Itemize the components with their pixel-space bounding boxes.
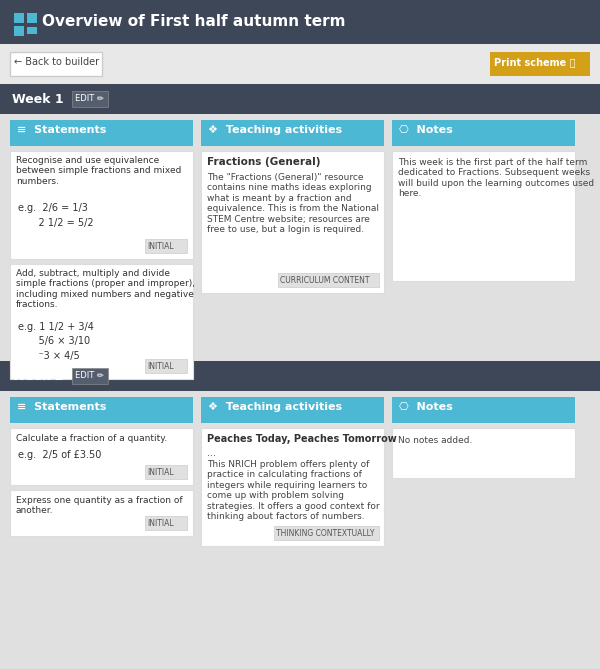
Text: ≡  Statements: ≡ Statements (17, 402, 106, 412)
FancyBboxPatch shape (201, 151, 384, 293)
FancyBboxPatch shape (10, 264, 193, 379)
FancyBboxPatch shape (278, 273, 379, 287)
Text: Fractions (General): Fractions (General) (207, 157, 320, 167)
Text: Calculate a fraction of a quantity.: Calculate a fraction of a quantity. (16, 434, 167, 443)
Text: CURRICULUM CONTENT: CURRICULUM CONTENT (280, 276, 370, 285)
FancyBboxPatch shape (27, 13, 37, 23)
FancyBboxPatch shape (10, 52, 102, 76)
Text: ❖  Teaching activities: ❖ Teaching activities (208, 402, 342, 412)
FancyBboxPatch shape (0, 84, 600, 114)
Text: Print scheme ⎙: Print scheme ⎙ (494, 57, 575, 67)
Text: 5/6 × 3/10: 5/6 × 3/10 (26, 336, 90, 346)
Text: EDIT ✏: EDIT ✏ (75, 94, 104, 103)
Text: e.g. 1 1/2 + 3/4: e.g. 1 1/2 + 3/4 (18, 322, 94, 332)
Text: ⎔  Notes: ⎔ Notes (399, 125, 453, 135)
Text: INITIAL: INITIAL (147, 242, 173, 251)
FancyBboxPatch shape (14, 13, 24, 23)
Text: INITIAL: INITIAL (147, 362, 173, 371)
FancyBboxPatch shape (392, 151, 575, 281)
Text: Overview of First half autumn term: Overview of First half autumn term (42, 14, 346, 29)
FancyBboxPatch shape (201, 428, 384, 546)
FancyBboxPatch shape (201, 397, 384, 423)
Text: ≡  Statements: ≡ Statements (17, 125, 106, 135)
FancyBboxPatch shape (392, 120, 575, 146)
Text: INITIAL: INITIAL (147, 468, 173, 477)
Text: The "Fractions (General)" resource
contains nine maths ideas exploring
what is m: The "Fractions (General)" resource conta… (207, 173, 379, 234)
Text: ⎔  Notes: ⎔ Notes (399, 402, 453, 412)
FancyBboxPatch shape (145, 359, 187, 373)
FancyBboxPatch shape (10, 490, 193, 536)
Text: Peaches Today, Peaches Tomorrow: Peaches Today, Peaches Tomorrow (207, 434, 397, 444)
FancyBboxPatch shape (10, 397, 193, 423)
FancyBboxPatch shape (201, 120, 384, 146)
FancyBboxPatch shape (145, 516, 187, 530)
Text: No notes added.: No notes added. (398, 436, 472, 445)
Text: THINKING CONTEXTUALLY: THINKING CONTEXTUALLY (276, 529, 374, 538)
Text: This week is the first part of the half term
dedicated to Fractions. Subsequent : This week is the first part of the half … (398, 158, 594, 198)
Text: Week 1: Week 1 (12, 93, 64, 106)
FancyBboxPatch shape (10, 120, 193, 146)
Text: ❖  Teaching activities: ❖ Teaching activities (208, 125, 342, 135)
Text: EDIT ✏: EDIT ✏ (75, 371, 104, 380)
FancyBboxPatch shape (0, 44, 600, 84)
FancyBboxPatch shape (145, 239, 187, 253)
FancyBboxPatch shape (145, 465, 187, 479)
Text: e.g.  2/6 = 1/3: e.g. 2/6 = 1/3 (18, 203, 88, 213)
Text: ← Back to builder: ← Back to builder (14, 57, 99, 67)
Text: Week 2: Week 2 (12, 370, 64, 383)
FancyBboxPatch shape (392, 428, 575, 478)
FancyBboxPatch shape (0, 361, 600, 391)
FancyBboxPatch shape (72, 91, 108, 107)
FancyBboxPatch shape (14, 26, 24, 36)
FancyBboxPatch shape (10, 151, 193, 259)
Text: e.g.  2/5 of £3.50: e.g. 2/5 of £3.50 (18, 450, 101, 460)
Text: ...: ... (207, 448, 216, 458)
Text: 2 1/2 = 5/2: 2 1/2 = 5/2 (26, 218, 94, 228)
FancyBboxPatch shape (490, 52, 590, 76)
FancyBboxPatch shape (392, 397, 575, 423)
FancyBboxPatch shape (27, 27, 37, 34)
FancyBboxPatch shape (0, 0, 600, 150)
FancyBboxPatch shape (10, 428, 193, 485)
Text: INITIAL: INITIAL (147, 519, 173, 528)
Text: Add, subtract, multiply and divide
simple fractions (proper and improper),
inclu: Add, subtract, multiply and divide simpl… (16, 269, 195, 309)
Text: This NRICH problem offers plenty of
practice in calculating fractions of
integer: This NRICH problem offers plenty of prac… (207, 460, 380, 521)
Text: Express one quantity as a fraction of
another.: Express one quantity as a fraction of an… (16, 496, 182, 515)
FancyBboxPatch shape (0, 0, 600, 44)
FancyBboxPatch shape (72, 368, 108, 384)
Text: Recognise and use equivalence
between simple fractions and mixed
numbers.: Recognise and use equivalence between si… (16, 156, 181, 186)
FancyBboxPatch shape (274, 526, 379, 540)
Text: ⁻3 × 4/5: ⁻3 × 4/5 (26, 351, 80, 361)
FancyBboxPatch shape (0, 391, 600, 669)
